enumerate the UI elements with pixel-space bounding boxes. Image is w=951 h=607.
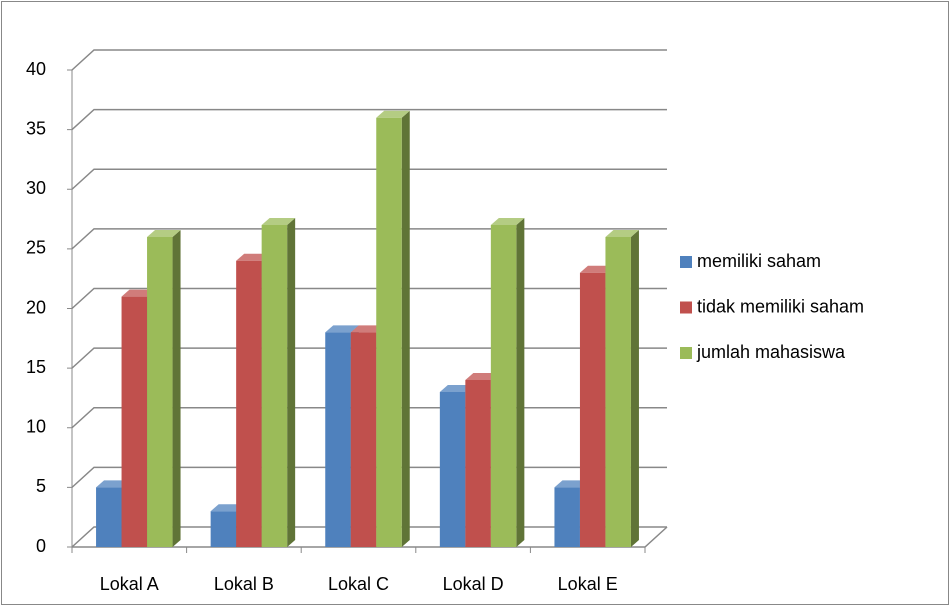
x-tick-label: Lokal B — [214, 574, 274, 594]
x-tick-label: Lokal D — [443, 574, 504, 594]
bar-front — [439, 391, 466, 547]
legend-label: jumlah mahasiswa — [696, 342, 846, 362]
bar-front — [147, 236, 173, 547]
grid-line — [71, 347, 667, 369]
grid-line — [71, 287, 667, 310]
bar-top — [210, 504, 245, 512]
bar-top — [261, 218, 296, 226]
bar-front — [236, 260, 262, 547]
legend-label: tidak memiliki saham — [697, 296, 864, 316]
y-tick-label: 5 — [36, 476, 46, 496]
bar-side — [516, 218, 525, 547]
y-tick-label: 10 — [26, 417, 46, 437]
bar-front — [350, 332, 377, 547]
bar-top — [376, 110, 410, 118]
bar-top — [350, 325, 385, 333]
bar — [147, 229, 181, 547]
legend-swatch — [680, 301, 692, 314]
bar-top — [605, 229, 639, 237]
y-tick-label: 0 — [36, 536, 46, 556]
x-tick-label: Lokal C — [328, 574, 389, 594]
y-tick-label: 35 — [26, 118, 46, 138]
legend-swatch — [680, 347, 692, 359]
grid-line — [71, 168, 667, 190]
bar-top — [121, 289, 156, 297]
bar-top — [96, 480, 130, 488]
bar-side — [287, 218, 296, 547]
bar-top — [465, 373, 499, 381]
bar-front — [579, 272, 606, 547]
bar-front — [490, 225, 517, 547]
grid-line — [71, 228, 667, 250]
bar-top — [236, 253, 270, 261]
bar-front — [554, 487, 580, 547]
y-tick-label: 30 — [26, 178, 46, 198]
bar-side — [172, 229, 181, 547]
bar — [490, 218, 525, 547]
x-tick-label: Lokal A — [100, 574, 159, 594]
bar — [605, 229, 639, 547]
legend-label: memiliki saham — [697, 251, 821, 271]
bar-top — [147, 229, 181, 237]
bar-top — [554, 480, 588, 488]
bar — [376, 110, 410, 547]
bar-front — [325, 332, 351, 547]
bar — [261, 218, 296, 547]
bar-front — [465, 380, 491, 547]
bar-side — [401, 110, 410, 547]
grid-line — [71, 108, 667, 131]
bar-front — [376, 117, 402, 547]
bar-front — [605, 236, 631, 547]
bar-side — [630, 229, 639, 547]
y-tick-label: 25 — [26, 238, 46, 258]
bar-front — [96, 487, 122, 547]
bar-top — [439, 384, 474, 392]
bar-top — [490, 218, 525, 226]
bar-front — [121, 296, 148, 547]
bar-top — [325, 325, 359, 333]
y-tick-label: 20 — [26, 297, 46, 317]
x-tick-label: Lokal E — [558, 574, 618, 594]
y-tick-label: 15 — [26, 357, 46, 377]
bar-front — [261, 225, 288, 547]
bar-top — [579, 265, 614, 273]
grid-line — [71, 49, 667, 71]
y-tick-label: 40 — [26, 59, 46, 79]
bar-front — [210, 511, 237, 547]
legend-swatch — [680, 256, 692, 268]
